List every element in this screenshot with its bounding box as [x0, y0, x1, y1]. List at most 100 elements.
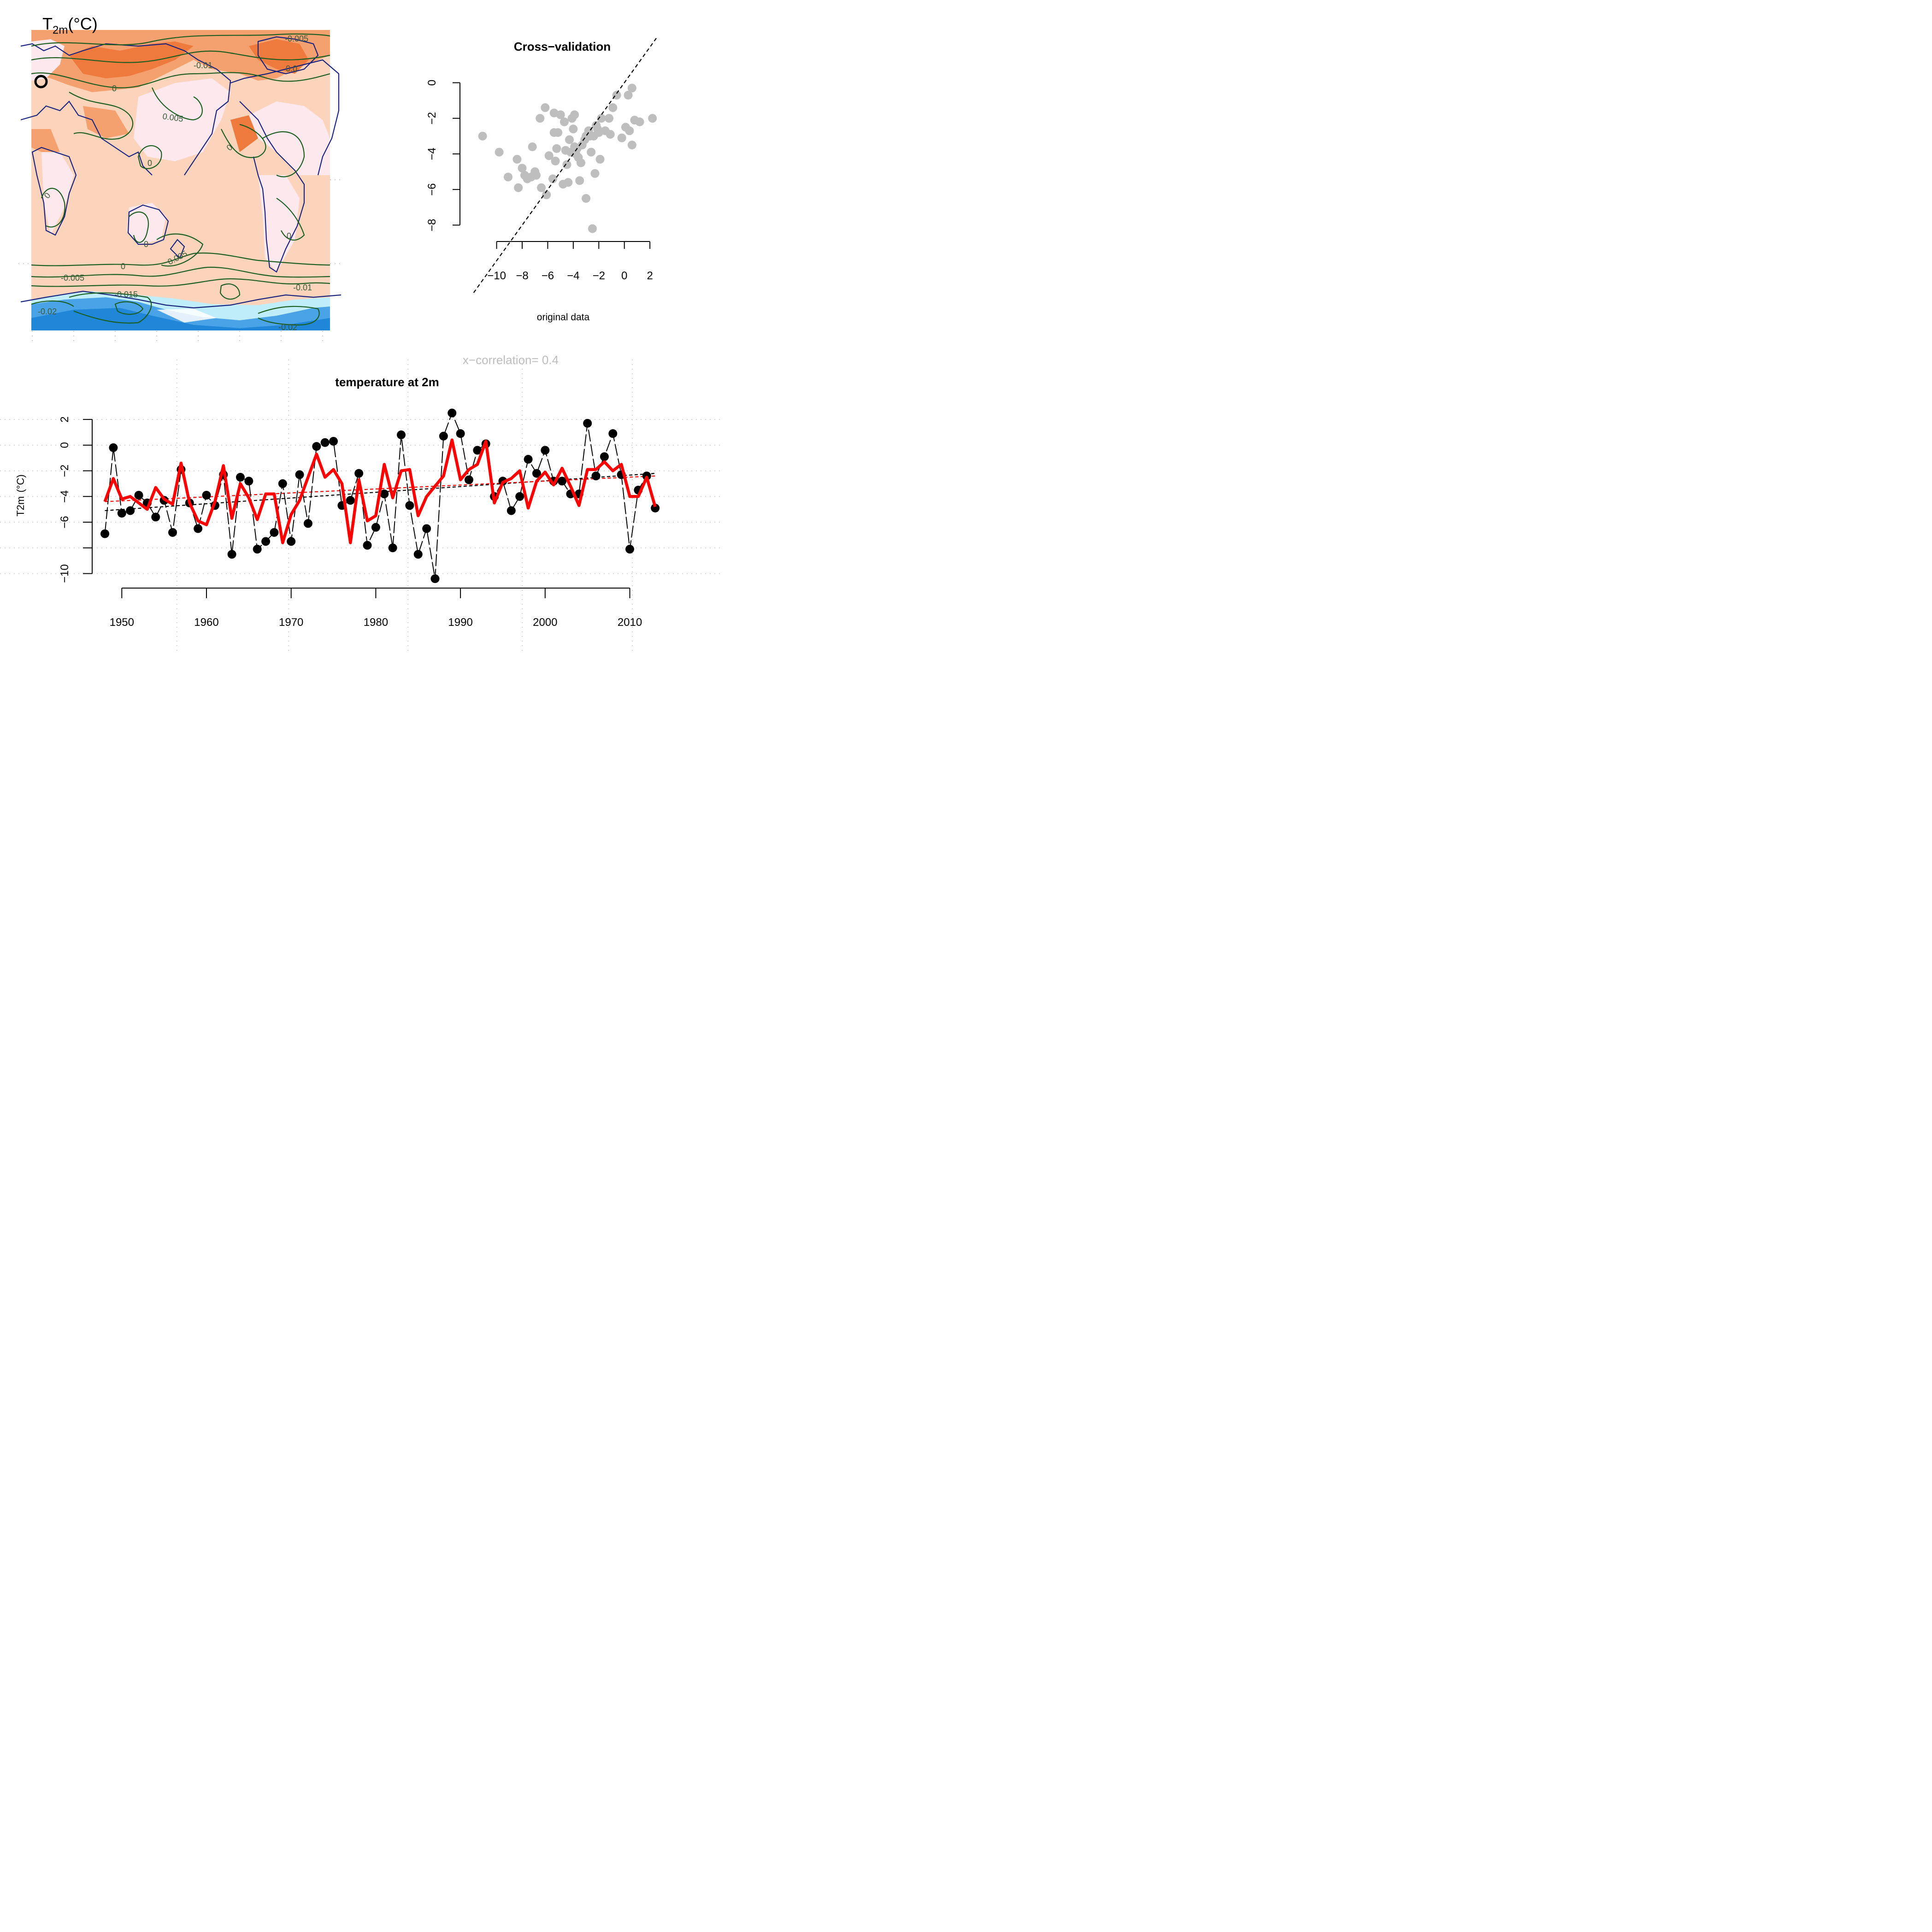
scatter-x-tick-label: −8: [516, 270, 528, 282]
map-land-australia: [127, 203, 166, 244]
scatter-point: [544, 151, 554, 160]
contour-m002-west: [31, 300, 74, 307]
observed-point: [117, 509, 126, 518]
scatter-x-tick-label: 0: [621, 270, 627, 282]
contour-label: -0.01: [194, 61, 212, 70]
scatter-point: [542, 190, 551, 200]
contour-label: -0.015: [114, 290, 138, 299]
scatter-point: [552, 144, 561, 153]
observed-point: [591, 471, 601, 481]
observed-point: [320, 438, 330, 447]
map-title-main: T: [42, 14, 53, 33]
contour-label: -0.02: [278, 323, 297, 332]
scatter-point: [512, 155, 522, 164]
observed-point: [134, 491, 143, 500]
observed-point: [558, 477, 567, 486]
scatter-point: [537, 183, 546, 192]
scatter-point: [562, 160, 571, 169]
scatter-point: [624, 91, 633, 100]
scatter-point: [574, 153, 583, 162]
timeseries-grid: [0, 359, 723, 651]
timeseries-y-tick-label: −10: [59, 564, 71, 583]
scatter-point: [617, 133, 626, 142]
scatter-point: [560, 117, 569, 126]
map-land-south-america: [258, 175, 300, 272]
observed-point: [227, 550, 236, 559]
map-title-unit: (°C): [68, 14, 97, 33]
timeseries-axes: 1950 1960 1970 1980 1990 2000 2010 2 0 −2 −4 −6 −10: [59, 416, 642, 629]
observed-point: [439, 431, 448, 441]
scatter-point: [635, 117, 644, 126]
observed-point: [413, 550, 423, 559]
observed-point: [380, 489, 389, 499]
observed-point: [371, 523, 380, 532]
contour-m002-loop: [114, 301, 144, 315]
scatter-point: [648, 114, 657, 123]
contour-zero-east: [221, 124, 266, 158]
coast-america-west: [239, 101, 305, 273]
scatter-point: [595, 155, 605, 164]
contour-label: -0.01: [293, 283, 312, 292]
observed-point: [363, 541, 372, 550]
map-warm-india: [83, 106, 129, 138]
observed-point: [151, 512, 160, 522]
model-series: [103, 438, 657, 544]
contour-north-2: [31, 50, 330, 63]
contour-label: -0.005: [285, 34, 308, 43]
scatter-y-tick-label: 0: [426, 80, 438, 86]
observed-point: [244, 477, 253, 486]
contour-label: 0: [112, 84, 117, 93]
coast-australia: [127, 204, 169, 245]
scatter-point: [495, 147, 504, 157]
observed-point: [388, 543, 397, 553]
scatter-point: [569, 124, 578, 134]
scatter-point: [549, 128, 559, 137]
observed-point: [329, 436, 338, 446]
scatter-point: [570, 110, 579, 119]
timeseries-x-tick-label: 1970: [279, 616, 303, 629]
timeseries-x-tick-label: 1980: [364, 616, 388, 629]
scatter-point: [514, 183, 523, 192]
timeseries-x-tick-label: 1960: [194, 616, 218, 629]
scatter-point: [590, 169, 600, 178]
observed-point: [202, 491, 211, 500]
scatter-y-tick-label: −4: [426, 147, 438, 160]
contour-label: 0: [147, 159, 152, 168]
map-hot-america: [230, 115, 258, 152]
timeseries-panel: x−correlation= 0.4 temperature at 2m T2m…: [0, 353, 723, 651]
scatter-point: [518, 164, 527, 173]
observed-point: [100, 529, 110, 538]
observed-point: [168, 528, 177, 537]
scatter-point: [478, 131, 487, 141]
map-hot-region-asia: [69, 41, 194, 78]
contour-m002-east: [258, 306, 320, 326]
contour-north-3: [31, 72, 330, 88]
scatter-point: [565, 135, 574, 144]
y-label-unit: (°C): [15, 474, 26, 492]
contour-label: 0: [121, 262, 125, 271]
contour-zero-south-america: [276, 198, 305, 241]
observed-point: [397, 430, 406, 440]
observed-point: [295, 470, 304, 479]
observed-point: [261, 537, 271, 546]
contour-loop-south: [219, 283, 241, 300]
scatter-point: [541, 103, 550, 112]
contour-label: -0.005: [61, 273, 84, 283]
coast-eurasia: [20, 43, 231, 176]
timeseries-y-label: T2m (°C): [15, 474, 26, 516]
coast-antarctica: [20, 290, 342, 309]
scatter-points: [478, 83, 657, 233]
observed-point: [464, 475, 473, 484]
contour-m001: [31, 278, 330, 287]
contour-zero-africa: [41, 188, 65, 228]
observed-point: [430, 574, 440, 583]
observed-point: [583, 418, 592, 428]
observed-point: [194, 524, 203, 533]
scatter-point: [564, 178, 573, 187]
map-colder-band: [31, 308, 330, 330]
scatter-y-tick-label: −8: [426, 219, 438, 231]
coast-new-zealand: [170, 239, 185, 259]
scatter-point: [627, 141, 636, 150]
map-land-pacific: [134, 78, 230, 161]
contour-label: -0.02: [38, 307, 57, 316]
